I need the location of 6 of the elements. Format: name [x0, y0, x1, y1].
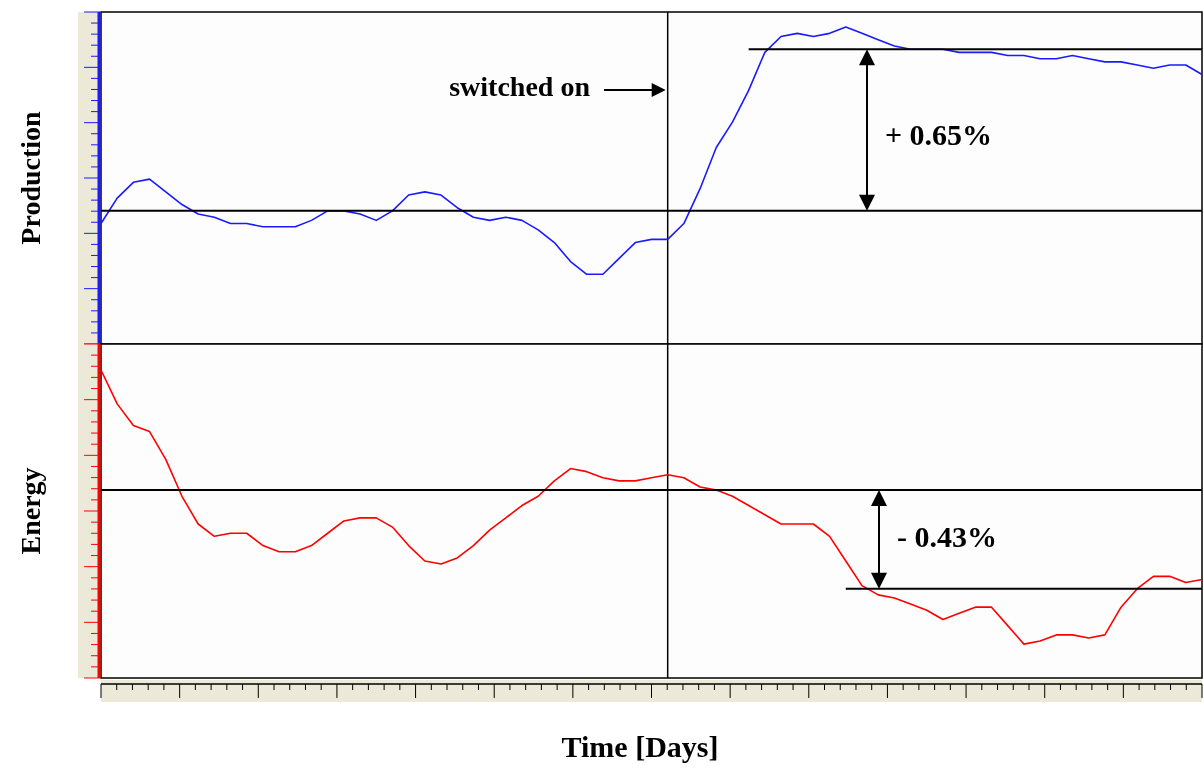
annotation: + 0.65% [885, 117, 993, 151]
annotation: switched on [449, 71, 591, 103]
y-axis-title: Energy [15, 467, 46, 555]
x-axis-title: Time [Days] [561, 729, 719, 763]
annotation: - 0.43% [897, 519, 997, 553]
y-axis-title: Production [15, 110, 46, 245]
